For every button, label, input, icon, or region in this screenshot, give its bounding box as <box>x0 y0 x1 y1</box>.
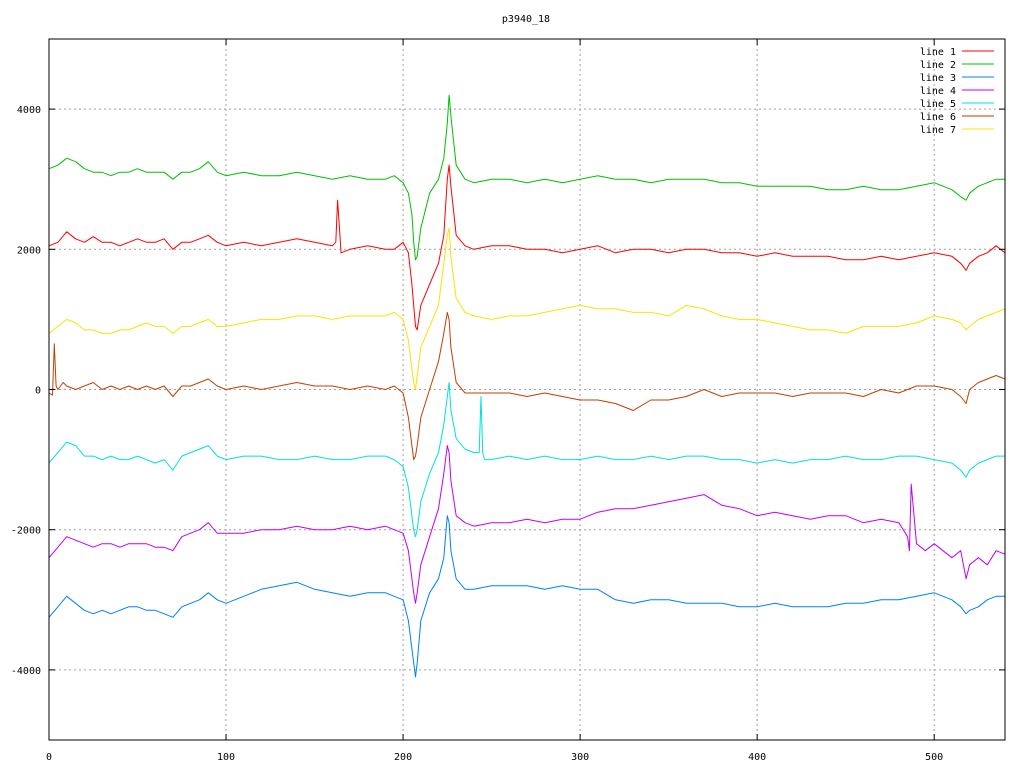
legend: line 1 line 2 line 3 line 4 line 5 line 6 line… <box>920 47 994 136</box>
y-tick-label: 0 <box>35 386 41 397</box>
x-tick-label: 200 <box>394 752 412 763</box>
series-line-5 <box>48 382 1005 538</box>
series-line-2 <box>48 94 1005 261</box>
legend-label: line 5 <box>920 99 956 110</box>
grid-lines <box>49 39 1005 740</box>
axis-ticks: 0 100 200 300 400 500 -4000 -2000 0 2000 4000 <box>11 39 1005 763</box>
chart-title: p3940_18 <box>502 14 550 25</box>
series-line-1 <box>48 164 1006 331</box>
x-tick-label: 500 <box>925 752 943 763</box>
x-tick-label: 300 <box>571 752 589 763</box>
series-line-6 <box>48 311 1006 461</box>
legend-label: line 3 <box>920 73 956 84</box>
legend-label: line 1 <box>920 47 956 58</box>
y-tick-label: -2000 <box>11 526 41 537</box>
legend-label: line 4 <box>920 86 956 97</box>
series-lines <box>48 94 1006 678</box>
x-tick-label: 0 <box>46 752 52 763</box>
legend-label: line 7 <box>920 125 956 136</box>
x-tick-label: 400 <box>748 752 766 763</box>
series-line-3 <box>48 515 1005 678</box>
y-tick-label: 4000 <box>17 105 41 116</box>
legend-label: line 6 <box>920 112 956 123</box>
y-tick-label: -4000 <box>11 666 41 677</box>
series-line-7 <box>48 227 1006 390</box>
legend-label: line 2 <box>920 60 956 71</box>
series-line-4 <box>48 445 1006 604</box>
y-tick-label: 2000 <box>17 245 41 256</box>
plot-frame <box>48 38 1006 741</box>
x-tick-label: 100 <box>217 752 235 763</box>
